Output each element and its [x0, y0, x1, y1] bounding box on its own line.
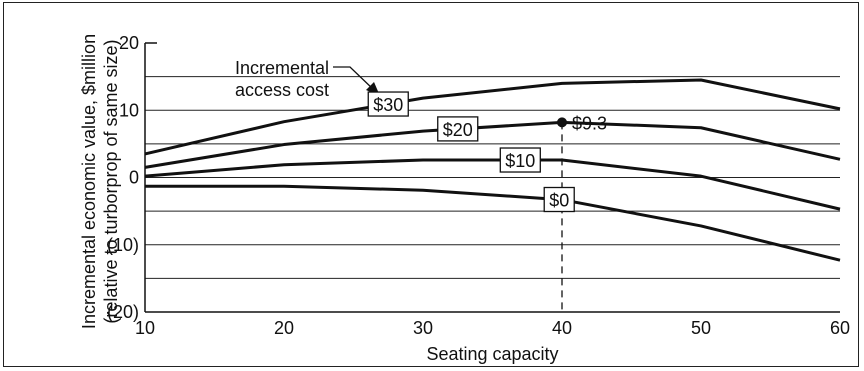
series-labels: $30 $20 $10 $0	[367, 91, 575, 213]
highlight-point	[557, 117, 567, 128]
series-label-box	[367, 91, 409, 117]
axis-texts: Seating capacity Incremental economic va…	[79, 34, 559, 364]
series-label-box	[499, 147, 541, 173]
x-tick-label: 40	[552, 318, 572, 338]
series-label: $30	[373, 95, 403, 115]
series-label-box	[437, 116, 479, 142]
series-label: $0	[549, 191, 569, 211]
y-tick-label: 0	[129, 168, 139, 188]
x-tick-label: 20	[274, 318, 294, 338]
series-line	[144, 78, 841, 156]
x-tick-label: 60	[830, 318, 850, 338]
series-title-line1: Incremental	[235, 58, 329, 78]
series-label: $10	[505, 151, 535, 171]
y-tick-label: (10)	[107, 235, 139, 255]
y-tick-label: 10	[119, 100, 139, 120]
series-title-line2: access cost	[235, 80, 329, 100]
series-label: $20	[443, 120, 473, 140]
x-tick-label: 10	[135, 318, 155, 338]
highlight-label: $9.3	[572, 113, 607, 133]
series-line	[144, 158, 841, 211]
leader-line	[333, 66, 375, 91]
y-axis-label: Incremental economic value, $million	[79, 34, 99, 329]
x-tick-label: 50	[691, 318, 711, 338]
y-tick-label: 20	[119, 33, 139, 53]
y-axis-sublabel: (relative to turborprop of same size)	[101, 39, 121, 323]
series-lines	[144, 78, 841, 262]
series-line	[144, 120, 841, 169]
series-label-box	[543, 186, 575, 213]
series-line	[145, 184, 841, 262]
x-axis-label: Seating capacity	[426, 344, 558, 364]
x-tick-label: 30	[413, 318, 433, 338]
y-tick-label: (20)	[107, 302, 139, 322]
chart-frame	[3, 2, 859, 367]
